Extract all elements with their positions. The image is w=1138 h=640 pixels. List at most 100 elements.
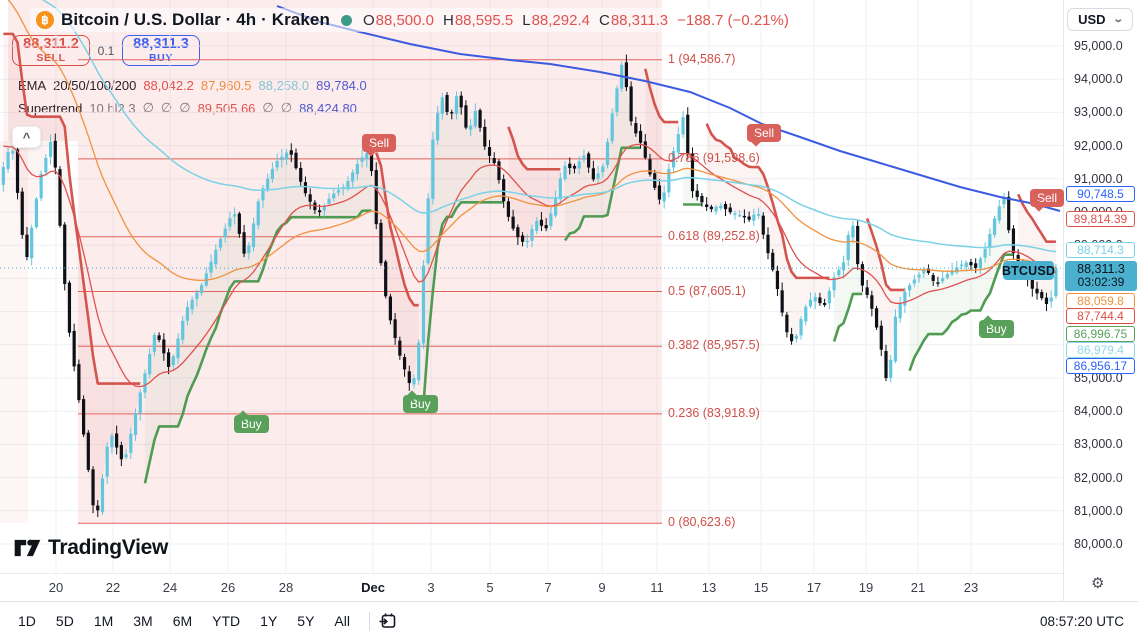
candle-body: [129, 433, 133, 453]
range-button-1y[interactable]: 1Y: [260, 613, 278, 629]
ema-value: 88,042.2: [143, 78, 194, 93]
candle-body: [926, 268, 931, 273]
candle-body: [605, 141, 610, 166]
clock-utc[interactable]: 08:57:20 UTC: [1039, 613, 1124, 629]
gear-icon[interactable]: ⚙: [1091, 575, 1105, 592]
candle-body: [506, 201, 510, 217]
ema-value: 88,258.0: [258, 78, 310, 93]
candle-body: [171, 356, 175, 366]
candle-body: [6, 152, 10, 169]
candle-body: [421, 265, 426, 344]
range-button-all[interactable]: All: [334, 613, 350, 629]
date-tick-label: 19: [858, 580, 874, 595]
date-axis[interactable]: 20 22 24 26 28 Dec 3 5 7 9 11 13 15 17 19 21 23: [0, 573, 1138, 601]
supertrend-value: 89,505.66: [197, 100, 256, 116]
supertrend-line: [375, 152, 419, 307]
candle-body: [63, 224, 67, 284]
date-tick-label: 13: [701, 580, 717, 595]
buy-signal-badge: Buy: [403, 395, 438, 413]
candle-body: [799, 319, 803, 336]
candle-body: [487, 147, 492, 156]
candle-body: [922, 269, 926, 274]
buy-price: 88,311.3: [133, 36, 189, 53]
price-chart[interactable]: [0, 0, 1063, 573]
candle-body: [832, 277, 836, 291]
price-level-chip: 87,744.4: [1066, 308, 1135, 324]
candle-body: [700, 195, 704, 203]
candle-body: [166, 352, 171, 367]
candle-body: [44, 157, 48, 173]
currency-button[interactable]: USD ⌄: [1067, 8, 1133, 31]
supertrend-line: [908, 253, 1014, 372]
range-button-3m[interactable]: 3M: [133, 613, 153, 629]
sell-signal-badge: Sell: [1030, 189, 1065, 207]
candle-body: [893, 316, 898, 362]
candle-body: [945, 273, 949, 278]
candle-body: [119, 445, 123, 460]
range-button-ytd[interactable]: YTD: [212, 613, 241, 629]
candle-body: [804, 306, 808, 322]
candle-body: [492, 158, 496, 164]
date-tick-label: 26: [220, 580, 236, 595]
candle-body: [365, 152, 369, 160]
candle-body: [936, 282, 940, 284]
candle-body: [181, 320, 185, 340]
candle-body: [1002, 198, 1006, 205]
supertrend-value: 88,424.80: [299, 100, 357, 116]
buy-button[interactable]: 88,311.3 BUY: [122, 35, 200, 66]
fib-level-label: 0 (80,623.6): [668, 515, 736, 530]
candle-body: [974, 263, 978, 269]
candle-body: [327, 198, 331, 204]
price-level-chip: 86,956.17: [1066, 358, 1135, 374]
sell-button[interactable]: 88,311.2 SELL: [12, 35, 90, 66]
market-status-icon[interactable]: [340, 14, 352, 26]
range-button-5d[interactable]: 5D: [55, 613, 74, 629]
candle-body: [535, 221, 539, 231]
candle-body: [955, 267, 959, 273]
candle-body: [454, 96, 459, 115]
price-tick-label: 85,000.0: [1074, 371, 1123, 385]
candle-body: [525, 240, 529, 243]
fib-level-label: 0.786 (91,598.6): [668, 150, 760, 165]
candle-body: [200, 285, 204, 294]
price-axis[interactable]: USD ⌄ 88,311.3 03:02:39 ⚙ 95,000.0 94,000…: [1063, 0, 1138, 601]
candle-body: [138, 392, 142, 414]
supertrend-label: Supertrend: [18, 100, 83, 116]
range-button-1m[interactable]: 1M: [93, 613, 114, 629]
candle-body: [152, 334, 156, 352]
candle-body: [634, 123, 638, 134]
range-buttons: 1D 5D 1M 3M 6M YTD 1Y 5Y All: [8, 609, 360, 633]
candle-body: [450, 112, 454, 114]
ohlc-pair: O 88,500.0: [362, 11, 434, 29]
candle-body: [516, 227, 520, 238]
chevron-up-icon: ^: [22, 129, 31, 145]
candle-body: [549, 213, 553, 226]
symbol-title[interactable]: Bitcoin / U.S. Dollar · 4h · Kraken: [61, 10, 330, 29]
candle-body: [105, 446, 109, 477]
candle-body: [747, 216, 751, 220]
supertrend-indicator-row[interactable]: Supertrend 10 hl2 3 ∅∅∅89,505.66∅∅88,424…: [12, 98, 363, 118]
candle-body: [124, 454, 128, 458]
fib-level-label: 1 (94,586.7): [668, 51, 736, 66]
candle-body: [856, 225, 860, 265]
candle-body: [841, 262, 846, 271]
candle-body: [695, 190, 699, 198]
candle-body: [851, 225, 855, 238]
collapse-panel-button[interactable]: ^: [12, 126, 41, 148]
tradingview-watermark[interactable]: TradingView: [14, 536, 168, 560]
candle-body: [780, 290, 784, 313]
go-to-date-icon[interactable]: [379, 612, 397, 630]
range-button-1d[interactable]: 1D: [18, 613, 36, 629]
range-button-6m[interactable]: 6M: [172, 613, 193, 629]
candle-body: [992, 218, 997, 235]
candle-body: [1, 167, 5, 185]
candle-body: [407, 371, 411, 384]
supertrend-line: [422, 201, 504, 406]
range-button-5y[interactable]: 5Y: [297, 613, 315, 629]
candle-body: [77, 364, 81, 401]
supertrend-value: ∅: [262, 100, 274, 115]
candle-body: [464, 105, 468, 128]
supertrend-fill: [508, 126, 561, 242]
candle-body: [563, 165, 567, 180]
